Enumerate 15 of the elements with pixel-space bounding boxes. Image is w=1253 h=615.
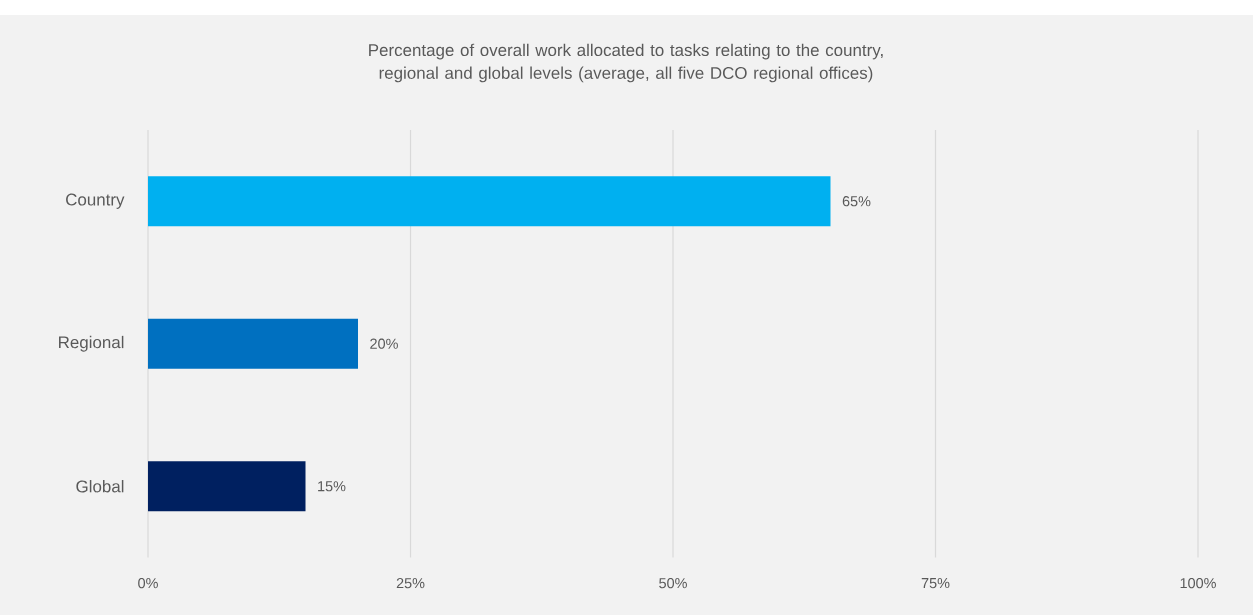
- data-label: 20%: [370, 338, 398, 349]
- x-tick-label: 0%: [138, 578, 158, 589]
- data-label: 15%: [318, 481, 346, 492]
- chart-title: Percentage of overall work allocated to tasks relating to the country, regional and global levels (average, all five DCO regional offices): [369, 43, 883, 83]
- bar: [148, 461, 306, 512]
- x-tick-label: 50%: [659, 578, 687, 589]
- y-tick-label: Country: [66, 193, 125, 209]
- x-tick-label: 25%: [396, 578, 425, 589]
- x-tick-label: 75%: [921, 578, 950, 589]
- y-tick-label: Regional: [59, 335, 124, 352]
- x-tick-label: 100%: [1180, 578, 1216, 589]
- y-tick-label: Global: [76, 480, 124, 493]
- data-label: 65%: [842, 196, 871, 207]
- bar: [148, 176, 831, 227]
- bar: [148, 318, 359, 369]
